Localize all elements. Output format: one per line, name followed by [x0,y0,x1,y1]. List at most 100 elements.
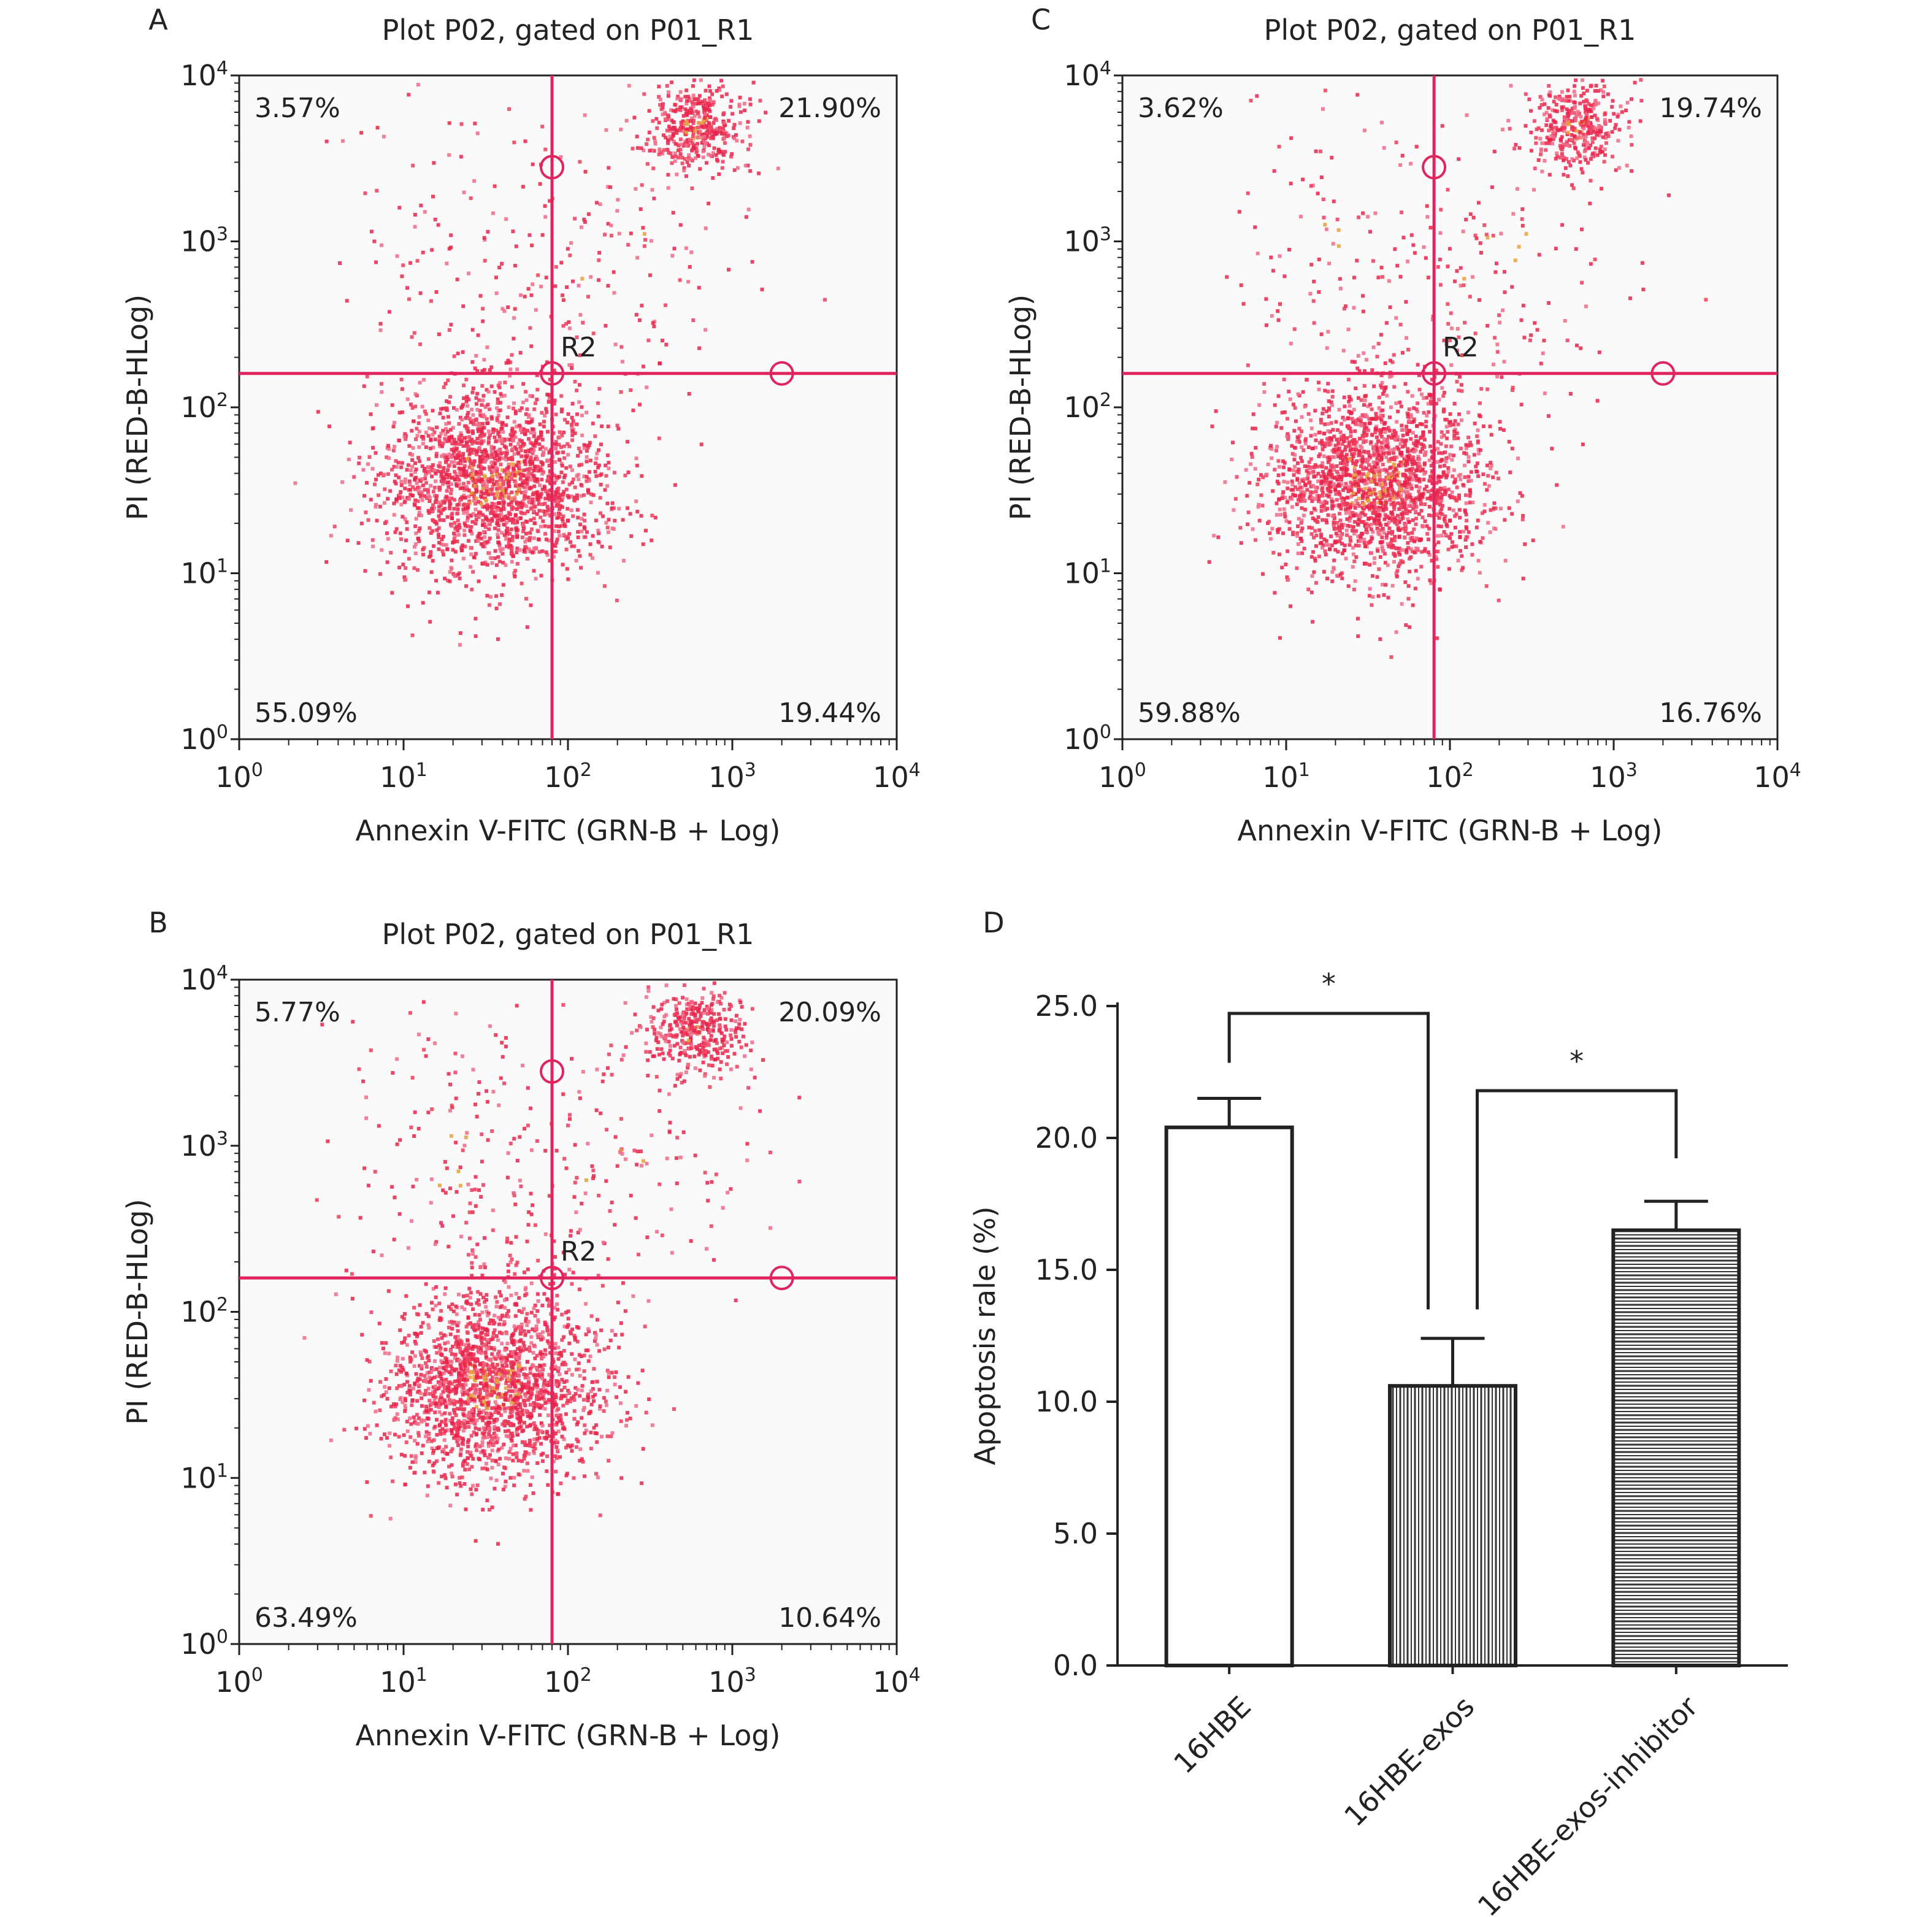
event-dot [524,390,528,394]
event-dot [442,1431,447,1435]
event-dot [424,431,428,435]
event-dot [718,1024,722,1028]
event-dot [441,429,445,433]
event-dot [405,520,409,524]
event-dot [413,1439,417,1443]
event-dot [469,491,473,495]
event-dot [512,1475,516,1480]
event-dot [502,1420,506,1424]
event-dot [570,402,575,406]
event-dot [422,546,426,550]
event-dot [510,1414,514,1418]
event-dot [419,479,423,483]
event-dot [508,438,513,442]
event-dot [571,428,575,432]
event-dot [615,1395,619,1399]
event-dot [667,1032,672,1037]
event-dot [470,466,475,470]
event-dot [494,1372,498,1377]
event-dot [533,1375,537,1380]
event-dot [581,1459,585,1464]
event-dot [470,328,475,332]
event-dot [439,511,443,515]
event-dot [723,132,727,136]
event-dot [678,137,683,142]
event-dot [579,566,583,570]
event-dot [431,559,435,563]
event-dot [508,1432,513,1436]
event-dot [493,435,497,439]
event-dot [503,1409,507,1413]
event-dot [457,450,461,455]
event-dot [708,153,713,158]
event-dot [661,112,665,117]
event-dot [494,466,499,471]
event-dot [485,345,489,350]
event-dot [439,479,443,483]
event-dot [515,517,519,521]
event-dot [467,429,471,434]
event-dot [403,486,407,491]
event-dot [464,1324,469,1329]
event-dot [485,1363,489,1367]
event-dot [575,335,579,339]
event-dot [683,1028,688,1032]
event-dot [475,452,479,456]
event-dot [439,1359,443,1363]
event-dot [552,555,556,559]
event-dot [687,1016,691,1021]
event-dot [442,518,446,522]
event-dot [405,286,409,290]
event-dot [684,120,689,124]
event-dot [444,422,448,426]
event-dot [405,1429,410,1434]
event-dot [472,1323,476,1327]
event-dot [729,1033,733,1037]
event-dot [500,551,505,556]
event-dot [702,1035,706,1040]
event-dot [352,475,356,479]
event-dot [684,1002,689,1007]
event-dot [407,93,411,97]
event-dot [426,1323,431,1327]
event-dot [467,1425,471,1429]
event-dot [524,1450,528,1454]
event-dot [472,496,477,501]
event-dot [488,368,492,372]
event-dot [562,532,566,537]
event-dot [529,477,533,482]
event-dot [681,113,686,118]
event-dot [689,1031,694,1035]
event-dot [567,532,572,536]
event-dot [440,482,445,486]
event-dot [443,1429,447,1433]
event-dot [510,490,514,494]
event-dot [450,447,454,451]
event-dot [644,1041,648,1045]
event-dot [707,1008,711,1013]
event-dot [539,285,543,289]
event-dot [712,1012,716,1016]
event-dot [454,446,459,450]
event-dot [348,440,352,445]
event-dot [482,1375,486,1380]
event-dot [454,1389,458,1394]
event-dot [404,437,408,441]
event-dot [494,1404,499,1408]
event-dot [588,1354,592,1359]
event-dot [412,1305,416,1310]
event-dot [477,1313,481,1317]
event-dot [405,1343,409,1347]
event-dot [546,524,551,529]
event-dot [471,1383,475,1388]
event-dot [569,494,573,498]
event-dot [524,1286,528,1290]
event-dot [480,450,484,454]
event-dot [362,1427,367,1431]
event-dot [535,1386,539,1390]
event-dot [450,524,454,528]
event-dot [547,1380,551,1385]
event-dot [578,554,582,558]
event-dot [575,1423,579,1427]
event-dot [510,1368,514,1372]
